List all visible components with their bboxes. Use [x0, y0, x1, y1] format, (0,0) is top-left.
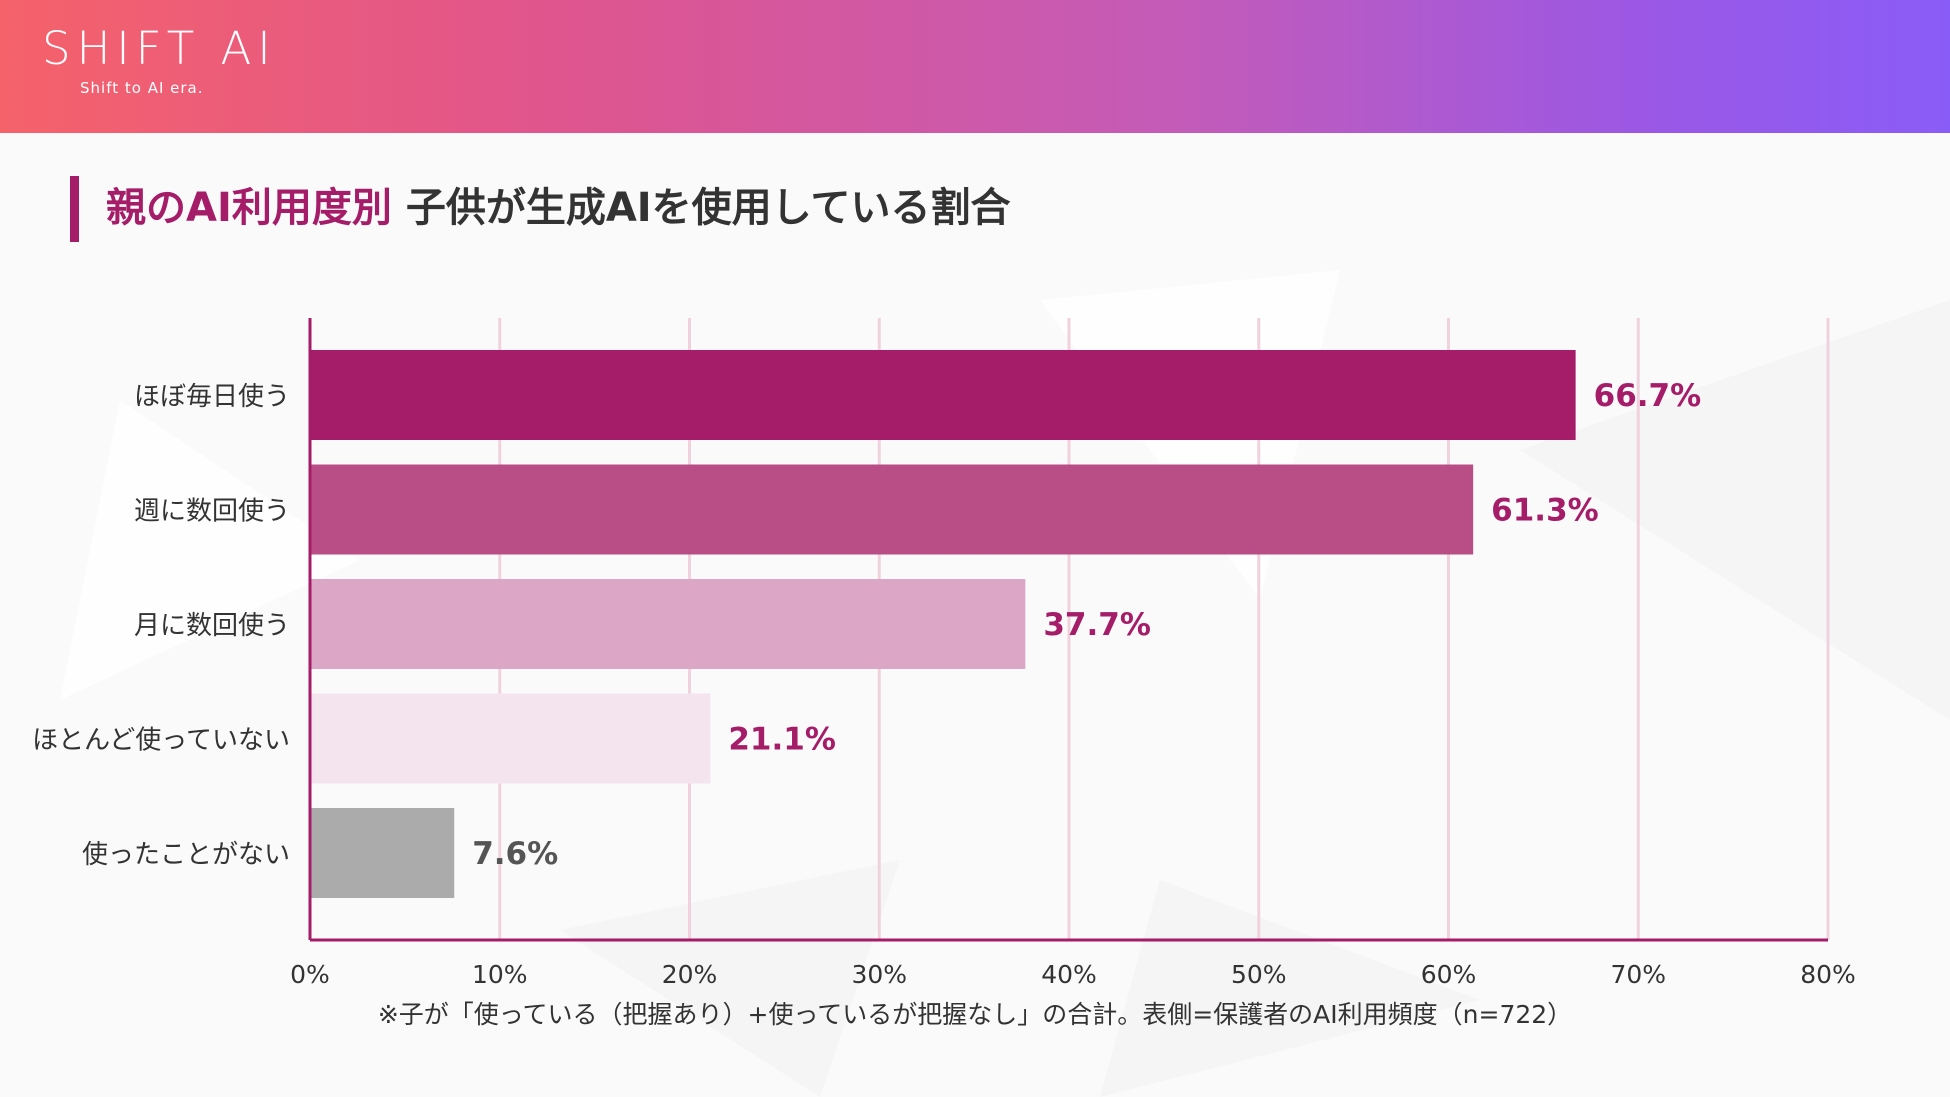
title-accent-bar [70, 176, 79, 242]
category-label: ほぼ毎日使う [134, 382, 290, 412]
data-label: 21.1% [728, 722, 836, 758]
chart-title-accent: 親のAI利用度別 [106, 185, 392, 231]
data-label: 61.3% [1491, 493, 1599, 529]
x-tick-label: 40% [1041, 960, 1097, 989]
category-label: ほとんど使っていない [32, 726, 290, 756]
logo-tagline: Shift to AI era. [80, 79, 204, 97]
x-tick-label: 70% [1610, 960, 1666, 989]
x-tick-label: 60% [1421, 960, 1477, 989]
data-label: 66.7% [1594, 378, 1702, 414]
category-label: 週に数回使う [134, 497, 290, 527]
chart-footnote: ※子が「使っている（把握あり）+使っているが把握なし」の合計。表側=保護者のAI… [377, 1000, 1573, 1029]
bar [310, 464, 1474, 555]
bar [310, 350, 1576, 440]
chart-title-main: 子供が生成AIを使用している割合 [405, 185, 1011, 231]
data-label: 7.6% [472, 836, 558, 872]
category-label: 月に数回使う [134, 611, 290, 641]
category-label: 使ったことがない [82, 840, 290, 870]
header-banner: SHIFT AI Shift to AI era. [0, 0, 1950, 133]
bar [310, 579, 1026, 669]
shift-ai-logo: SHIFT AI [42, 22, 277, 75]
data-label: 37.7% [1043, 607, 1151, 643]
x-tick-label: 0% [290, 960, 330, 989]
chart-title: 親のAI利用度別 子供が生成AIを使用している割合 [106, 180, 1010, 236]
bar [310, 693, 711, 784]
bar [310, 808, 455, 898]
x-tick-label: 50% [1231, 960, 1287, 989]
x-tick-label: 10% [472, 960, 528, 989]
x-tick-label: 30% [851, 960, 907, 989]
x-tick-label: 20% [662, 960, 718, 989]
x-tick-label: 80% [1800, 960, 1856, 989]
